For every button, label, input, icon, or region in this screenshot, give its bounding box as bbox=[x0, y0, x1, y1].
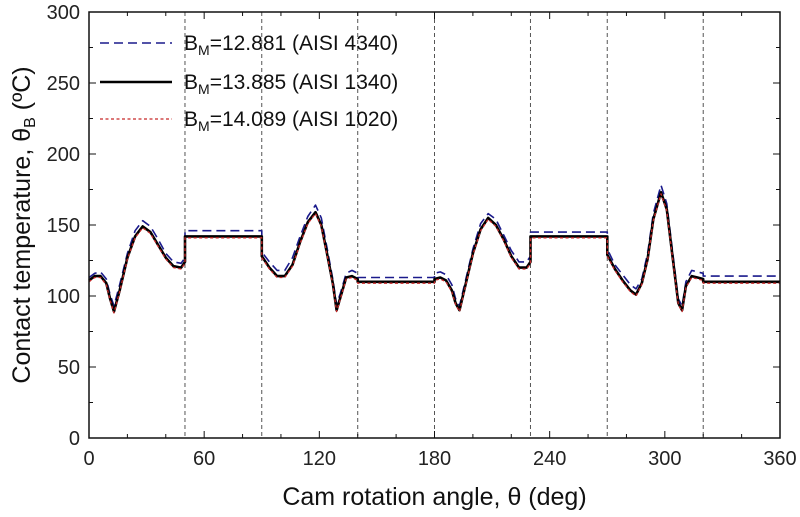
y-tick-label: 0 bbox=[69, 428, 80, 450]
legend-label-3: BM=14.089 (AISI 1020) bbox=[184, 108, 398, 134]
y-tick-label: 250 bbox=[47, 73, 80, 95]
x-tick-label: 360 bbox=[763, 448, 796, 470]
x-tick-label: 0 bbox=[83, 448, 94, 470]
y-tick-label: 150 bbox=[47, 215, 80, 237]
legend-label-1: BM=12.881 (AISI 4340) bbox=[184, 32, 398, 58]
x-axis-title: Cam rotation angle, θ (deg) bbox=[282, 483, 586, 511]
x-tick-label: 300 bbox=[648, 448, 681, 470]
x-tick-label: 60 bbox=[193, 448, 215, 470]
x-tick-label: 240 bbox=[533, 448, 566, 470]
axis-ticks: 0 60 120 180 240 300 360 0 50 100 150 200 250 300 bbox=[47, 2, 797, 470]
x-tick-label: 120 bbox=[303, 448, 336, 470]
y-tick-label: 200 bbox=[47, 144, 80, 166]
x-tick-label: 180 bbox=[418, 448, 451, 470]
legend: BM=12.881 (AISI 4340) BM=13.885 (AISI 134… bbox=[100, 32, 398, 134]
series-line-3 bbox=[88, 193, 780, 314]
plot-frame bbox=[88, 11, 781, 439]
y-tick-label: 100 bbox=[47, 286, 80, 308]
plot-area bbox=[88, 12, 780, 438]
y-tick-label: 50 bbox=[58, 357, 80, 379]
legend-label-2: BM=13.885 (AISI 1340) bbox=[184, 71, 398, 97]
y-axis-title: Contact temperature, θB (ºC) bbox=[8, 66, 39, 383]
y-tick-label: 300 bbox=[47, 2, 80, 24]
